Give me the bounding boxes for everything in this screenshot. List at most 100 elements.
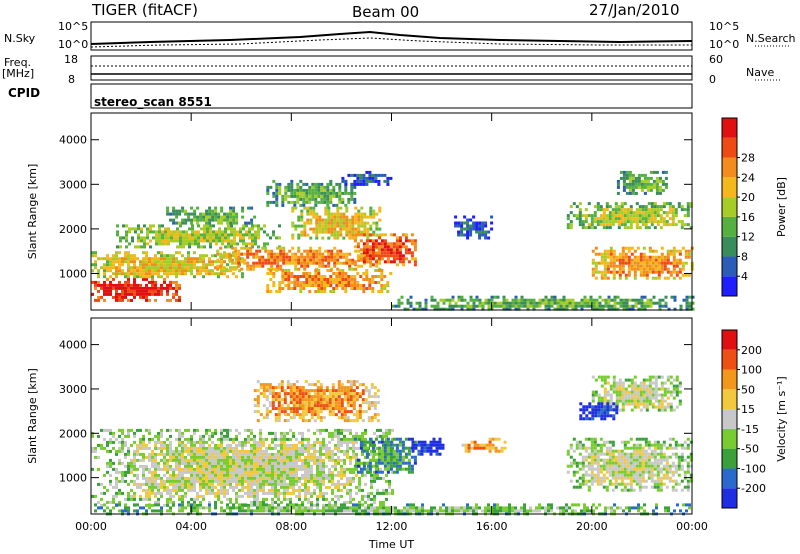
nsky-tick-bottom: 10^0 <box>58 38 89 51</box>
xlabel: Time UT <box>368 538 414 551</box>
velocity-region-3 <box>353 437 417 474</box>
velocity-colorbar-tick-label-3: 15 <box>741 403 755 416</box>
velocity-colorbar-swatch-7 <box>722 349 737 370</box>
power-region-10 <box>391 295 695 311</box>
velocity-panel: 1000 2000 3000 4000 00:00 04:00 08:00 12:00 16:0… <box>26 317 788 551</box>
power-ytick-label-2: 3000 <box>59 178 87 191</box>
power-colorbar-swatch-3 <box>722 216 737 237</box>
xtick-label-4: 16:00 <box>476 520 508 533</box>
power-colorbar-swatch-2 <box>722 236 737 257</box>
power-colorbar-label: Power [dB] <box>775 177 788 237</box>
velocity-colorbar-tick-label-5: -50 <box>741 443 759 456</box>
velocity-ylabel: Slant Range [km] <box>26 368 39 464</box>
nsky-trace <box>90 30 693 45</box>
velocity-colorbar-swatch-3 <box>722 428 737 449</box>
cpid-program: stereo_scan 8551 <box>94 95 212 109</box>
xtick-label-0: 00:00 <box>75 520 107 533</box>
beam-title: Beam 00 <box>352 3 420 21</box>
nsky-label: N.Sky <box>4 32 36 45</box>
nsky-panel-frame <box>90 21 693 51</box>
power-colorbar-tick-label-5: 24 <box>741 171 755 184</box>
nsearch-tick-top: 10^5 <box>709 20 740 33</box>
nave-label: Nave <box>746 66 775 79</box>
power-region-7 <box>291 206 382 240</box>
radar-title: TIGER (fitACF) <box>92 1 199 19</box>
power-region-13 <box>591 246 694 280</box>
velocity-ytick-label-2: 3000 <box>59 383 87 396</box>
velocity-ytick-label-0: 1000 <box>59 472 87 485</box>
velocity-region-6 <box>566 437 693 492</box>
power-colorbar-tick-label-2: 12 <box>741 231 755 244</box>
power-ytick-label-1: 2000 <box>59 223 87 236</box>
velocity-colorbar-frame <box>721 329 738 509</box>
velocity-cells <box>91 375 693 516</box>
nsearch-tick-bottom: 10^0 <box>709 38 740 51</box>
date-title: 27/Jan/2010 <box>589 1 680 19</box>
freq-tick-bottom: 8 <box>68 73 75 86</box>
power-colorbar-swatch-6 <box>722 157 737 178</box>
power-region-12 <box>566 202 693 230</box>
power-ytick-label-0: 1000 <box>59 267 87 280</box>
velocity-colorbar-tick-label-0: 200 <box>741 344 762 357</box>
power-region-3 <box>166 206 257 225</box>
velocity-colorbar-swatch-8 <box>722 330 737 350</box>
power-region-8 <box>353 233 417 267</box>
velocity-colorbar-swatch-6 <box>722 369 737 390</box>
power-region-1 <box>91 251 244 279</box>
power-colorbar-swatch-7 <box>722 137 737 158</box>
power-colorbar-tick-label-0: 4 <box>741 270 748 283</box>
velocity-colorbar-swatch-5 <box>722 389 737 410</box>
velocity-colorbar-label: Velocity [m s⁻¹] <box>775 376 788 461</box>
velocity-colorbar-swatch-2 <box>722 448 737 469</box>
power-colorbar-frame <box>721 117 738 297</box>
velocity-colorbar-tick-label-6: -100 <box>741 462 766 475</box>
power-colorbar-swatch-0 <box>722 276 737 296</box>
velocity-region-4 <box>411 437 445 456</box>
power-colorbar-tick-label-1: 8 <box>741 250 748 263</box>
power-colorbar-swatch-5 <box>722 177 737 198</box>
power-colorbar-tick-label-4: 20 <box>741 191 755 204</box>
velocity-colorbar-swatch-1 <box>722 468 737 489</box>
power-region-2 <box>116 224 281 249</box>
cpid-panel-frame <box>90 83 693 109</box>
power-colorbar: 4 8 12 16 20 24 28 Power [dB] <box>721 117 788 297</box>
velocity-colorbar-swatch-0 <box>722 488 737 508</box>
power-region-11 <box>454 215 494 240</box>
power-colorbar-swatch-4 <box>722 197 737 217</box>
nave-tick-top: 60 <box>709 53 723 66</box>
power-ylabel: Slant Range [km] <box>26 164 39 260</box>
freq-label: Freq. <box>4 56 32 69</box>
xtick-label-6: 00:00 <box>676 520 708 533</box>
power-region-0 <box>91 277 181 302</box>
power-ytick-label-3: 4000 <box>59 134 87 147</box>
velocity-colorbar-tick-label-7: -200 <box>741 482 766 495</box>
velocity-region-5 <box>461 437 507 453</box>
xtick-label-5: 20:00 <box>576 520 608 533</box>
freq-unit-label: [MHz] <box>2 67 35 80</box>
power-colorbar-tick-label-3: 16 <box>741 211 755 224</box>
nsky-tick-top: 10^5 <box>58 20 89 33</box>
nsearch-label: N.Search <box>746 32 796 45</box>
velocity-ytick-label-3: 4000 <box>59 339 87 352</box>
velocity-region-8 <box>579 402 619 421</box>
freq-tick-top: 18 <box>64 53 78 66</box>
power-region-5 <box>266 269 393 293</box>
xtick-label-2: 08:00 <box>275 520 307 533</box>
xtick-label-3: 12:00 <box>376 520 408 533</box>
power-colorbar-tick-label-6: 28 <box>741 152 755 165</box>
power-region-14 <box>616 170 668 195</box>
power-colorbar-swatch-8 <box>722 118 737 138</box>
velocity-colorbar-tick-label-1: 100 <box>741 364 762 377</box>
cpid-label: CPID <box>8 86 41 100</box>
power-region-6 <box>266 179 357 207</box>
power-cells <box>91 170 695 311</box>
freq-panel-frame <box>90 55 693 81</box>
power-colorbar-swatch-1 <box>722 256 737 277</box>
velocity-colorbar-tick-label-4: -15 <box>741 423 759 436</box>
power-region-9 <box>341 170 393 186</box>
velocity-colorbar-swatch-4 <box>722 409 737 429</box>
power-panel: 1000 2000 3000 4000 Slant Range [km] 4 8 12 16 20… <box>26 112 788 311</box>
velocity-ytick-label-1: 2000 <box>59 427 87 440</box>
velocity-colorbar: 200 100 50 15 -15 -50 -100 -200 Velocity [m s⁻¹] <box>721 329 788 509</box>
